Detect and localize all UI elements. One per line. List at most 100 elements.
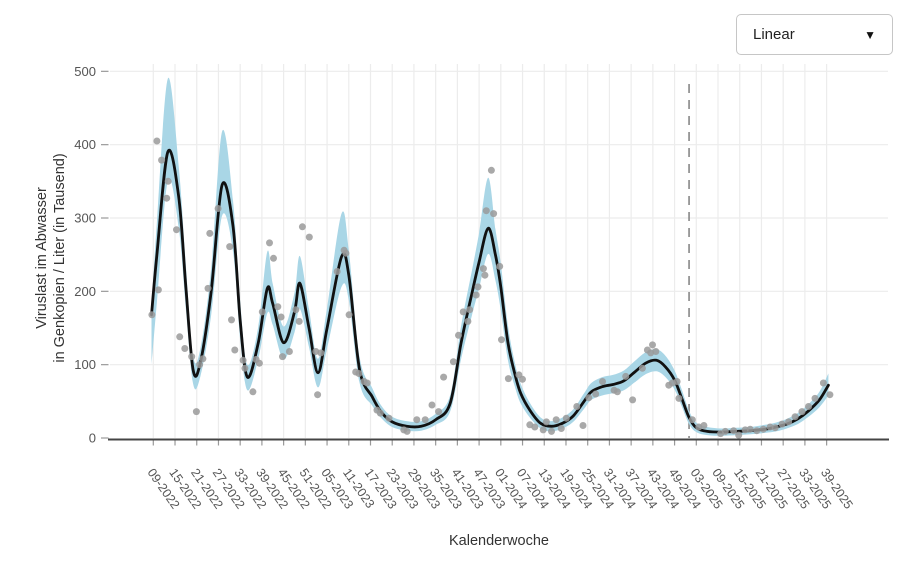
data-point[interactable] [181, 345, 189, 352]
data-point[interactable] [585, 394, 593, 402]
data-point[interactable] [148, 311, 156, 319]
data-point[interactable] [440, 373, 448, 381]
data-point[interactable] [466, 306, 474, 314]
data-point[interactable] [428, 401, 436, 409]
data-point[interactable] [798, 408, 806, 416]
data-point[interactable] [154, 286, 162, 294]
data-point[interactable] [599, 378, 606, 385]
data-point[interactable] [482, 207, 490, 215]
data-point[interactable] [735, 431, 743, 439]
data-point[interactable] [241, 364, 249, 372]
data-point[interactable] [199, 355, 207, 363]
data-point[interactable] [562, 414, 570, 422]
data-point[interactable] [279, 353, 286, 361]
data-point[interactable] [542, 418, 550, 426]
data-point[interactable] [274, 303, 282, 311]
data-point[interactable] [805, 403, 812, 410]
data-point[interactable] [228, 316, 235, 324]
data-point[interactable] [333, 268, 341, 275]
data-point[interactable] [496, 262, 504, 270]
data-point[interactable] [317, 349, 325, 357]
data-point[interactable] [459, 308, 467, 316]
data-point[interactable] [173, 226, 180, 234]
data-point[interactable] [196, 361, 204, 369]
data-point[interactable] [519, 375, 526, 383]
data-point[interactable] [700, 422, 708, 429]
data-point[interactable] [629, 396, 637, 404]
data-point[interactable] [652, 348, 660, 355]
data-point[interactable] [239, 356, 247, 364]
data-point[interactable] [771, 424, 779, 432]
data-point[interactable] [421, 416, 429, 424]
data-point[interactable] [449, 358, 457, 366]
data-point[interactable] [266, 239, 273, 247]
data-point[interactable] [811, 394, 819, 402]
data-point[interactable] [721, 427, 729, 435]
data-point[interactable] [504, 375, 512, 383]
data-point[interactable] [785, 418, 793, 426]
data-point[interactable] [539, 426, 547, 434]
data-point[interactable] [464, 317, 472, 325]
data-point[interactable] [435, 408, 443, 416]
data-point[interactable] [206, 229, 214, 237]
data-point[interactable] [688, 416, 696, 424]
data-point[interactable] [292, 306, 300, 314]
data-point[interactable] [413, 416, 421, 424]
data-point[interactable] [345, 311, 353, 319]
data-point[interactable] [295, 317, 303, 325]
data-point[interactable] [277, 313, 285, 321]
data-point[interactable] [385, 414, 393, 422]
data-point[interactable] [730, 427, 738, 435]
data-point[interactable] [548, 427, 555, 435]
data-point[interactable] [355, 370, 363, 377]
data-point[interactable] [226, 243, 234, 251]
data-point[interactable] [305, 233, 313, 241]
data-point[interactable] [164, 177, 172, 185]
data-point[interactable] [766, 423, 774, 431]
data-point[interactable] [403, 427, 411, 435]
data-point[interactable] [204, 284, 212, 292]
data-point[interactable] [158, 156, 166, 164]
scale-select-dropdown[interactable]: Linear ▼ [736, 14, 893, 55]
data-point[interactable] [490, 210, 498, 218]
data-point[interactable] [298, 223, 306, 231]
data-point[interactable] [192, 408, 200, 416]
data-point[interactable] [342, 249, 350, 257]
data-point[interactable] [188, 353, 196, 361]
data-point[interactable] [557, 425, 565, 432]
data-point[interactable] [746, 425, 754, 433]
data-point[interactable] [649, 341, 656, 349]
data-point[interactable] [622, 372, 630, 380]
data-point[interactable] [214, 205, 222, 212]
data-point[interactable] [487, 166, 495, 174]
data-point[interactable] [791, 413, 799, 421]
data-point[interactable] [531, 423, 539, 431]
data-point[interactable] [778, 420, 786, 428]
data-point[interactable] [176, 333, 184, 341]
data-point[interactable] [826, 391, 834, 399]
data-point[interactable] [455, 331, 462, 339]
data-point[interactable] [673, 378, 681, 385]
data-point[interactable] [472, 291, 480, 299]
data-point[interactable] [481, 271, 489, 279]
data-point[interactable] [479, 265, 487, 273]
data-point[interactable] [474, 283, 482, 291]
data-point[interactable] [573, 403, 581, 410]
data-point[interactable] [638, 364, 646, 372]
data-point[interactable] [163, 194, 171, 202]
data-point[interactable] [363, 379, 371, 387]
data-point[interactable] [231, 346, 239, 354]
data-point[interactable] [376, 409, 384, 417]
data-point[interactable] [153, 137, 161, 145]
data-point[interactable] [498, 336, 505, 344]
data-point[interactable] [270, 254, 277, 262]
data-point[interactable] [753, 427, 761, 435]
data-point[interactable] [249, 388, 257, 396]
data-point[interactable] [258, 308, 266, 316]
data-point[interactable] [592, 390, 600, 398]
data-point[interactable] [759, 425, 767, 433]
data-point[interactable] [579, 422, 587, 429]
data-point[interactable] [255, 359, 263, 367]
data-point[interactable] [285, 348, 293, 355]
